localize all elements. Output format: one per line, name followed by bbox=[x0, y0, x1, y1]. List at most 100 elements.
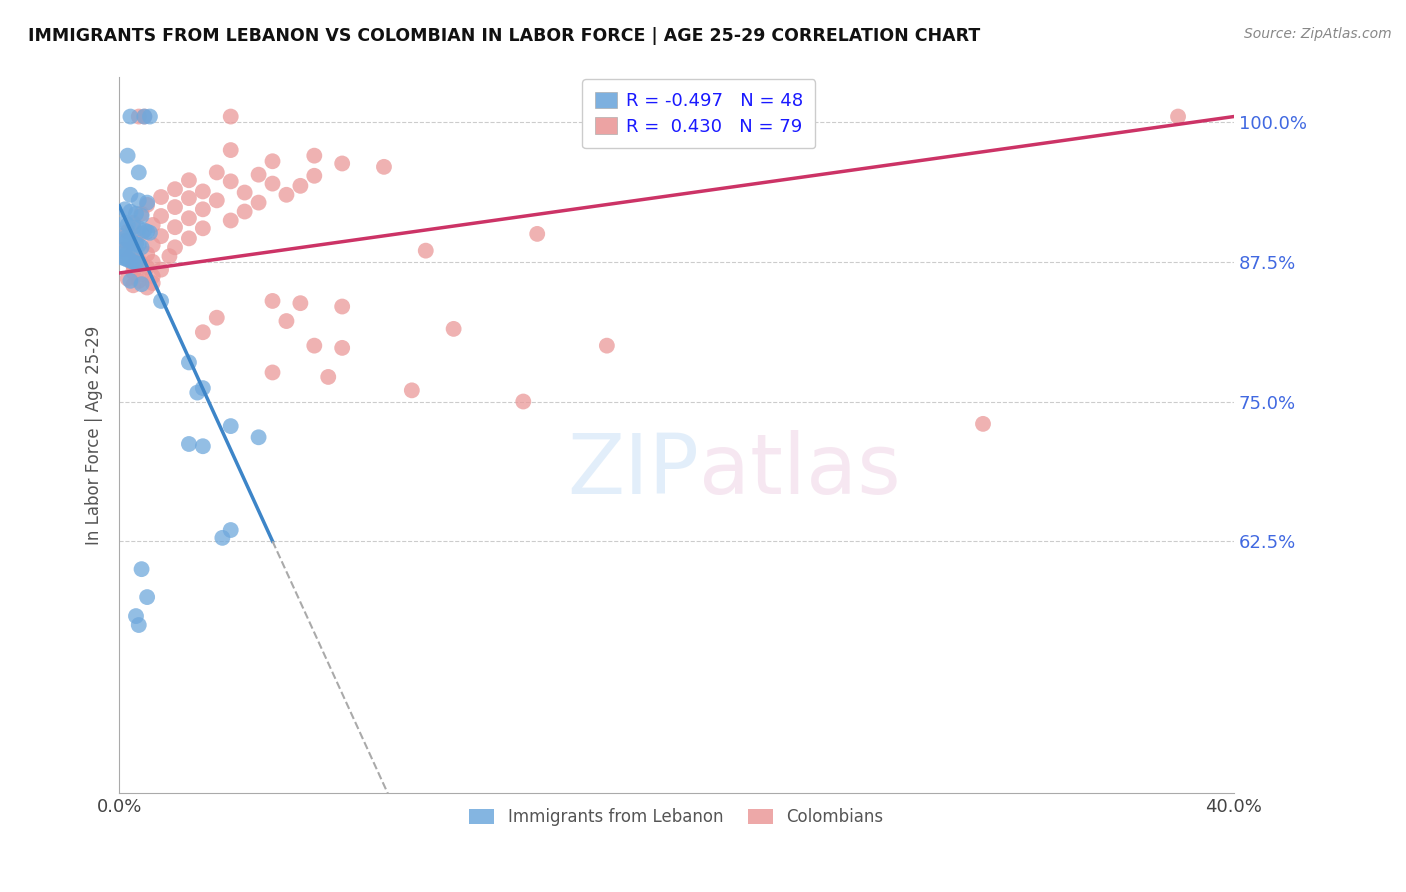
Point bbox=[191, 202, 214, 217]
Point bbox=[512, 394, 534, 409]
Text: atlas: atlas bbox=[699, 430, 901, 511]
Point bbox=[125, 235, 148, 250]
Point bbox=[290, 296, 312, 310]
Point bbox=[117, 218, 139, 232]
Point bbox=[177, 231, 200, 245]
Y-axis label: In Labor Force | Age 25-29: In Labor Force | Age 25-29 bbox=[86, 326, 103, 545]
Point bbox=[134, 110, 156, 124]
Point bbox=[111, 251, 134, 265]
Point bbox=[125, 207, 148, 221]
Point bbox=[128, 618, 150, 632]
Point bbox=[163, 220, 186, 235]
Point bbox=[330, 341, 353, 355]
Point bbox=[526, 227, 548, 241]
Point bbox=[205, 310, 228, 325]
Point bbox=[134, 110, 156, 124]
Point bbox=[131, 267, 153, 281]
Point bbox=[262, 293, 284, 308]
Point bbox=[1167, 110, 1189, 124]
Point bbox=[219, 174, 242, 188]
Point bbox=[150, 229, 173, 244]
Point bbox=[125, 236, 148, 251]
Point bbox=[128, 257, 150, 271]
Point bbox=[186, 385, 208, 400]
Point bbox=[177, 173, 200, 187]
Point bbox=[159, 249, 181, 263]
Point bbox=[191, 185, 214, 199]
Point bbox=[111, 229, 134, 244]
Point bbox=[117, 225, 139, 239]
Point bbox=[177, 211, 200, 226]
Point bbox=[177, 191, 200, 205]
Point bbox=[131, 227, 153, 241]
Point bbox=[233, 186, 256, 200]
Point bbox=[122, 220, 145, 235]
Point bbox=[262, 366, 284, 380]
Point bbox=[114, 202, 136, 217]
Point bbox=[122, 278, 145, 293]
Point bbox=[120, 253, 142, 268]
Point bbox=[205, 194, 228, 208]
Point bbox=[247, 430, 270, 444]
Point bbox=[114, 234, 136, 248]
Point bbox=[136, 260, 159, 275]
Point bbox=[211, 531, 233, 545]
Point bbox=[120, 204, 142, 219]
Point bbox=[150, 262, 173, 277]
Point bbox=[142, 255, 165, 269]
Point bbox=[128, 194, 150, 208]
Point bbox=[276, 187, 298, 202]
Point bbox=[114, 252, 136, 266]
Point bbox=[117, 252, 139, 267]
Point bbox=[415, 244, 437, 258]
Point bbox=[131, 240, 153, 254]
Point bbox=[122, 265, 145, 279]
Point bbox=[131, 209, 153, 223]
Point bbox=[177, 437, 200, 451]
Point bbox=[122, 247, 145, 261]
Point bbox=[122, 216, 145, 230]
Point bbox=[191, 325, 214, 339]
Point bbox=[247, 168, 270, 182]
Point bbox=[219, 523, 242, 537]
Point bbox=[177, 355, 200, 369]
Point bbox=[122, 255, 145, 269]
Point bbox=[117, 149, 139, 163]
Point bbox=[120, 234, 142, 248]
Point bbox=[219, 213, 242, 227]
Point bbox=[163, 182, 186, 196]
Point bbox=[136, 280, 159, 294]
Point bbox=[117, 246, 139, 260]
Point bbox=[136, 195, 159, 210]
Point bbox=[163, 200, 186, 214]
Text: Source: ZipAtlas.com: Source: ZipAtlas.com bbox=[1244, 27, 1392, 41]
Text: ZIP: ZIP bbox=[567, 430, 699, 511]
Point bbox=[114, 231, 136, 245]
Point bbox=[596, 338, 619, 352]
Point bbox=[128, 238, 150, 252]
Point bbox=[120, 110, 142, 124]
Point bbox=[117, 252, 139, 266]
Text: IMMIGRANTS FROM LEBANON VS COLOMBIAN IN LABOR FORCE | AGE 25-29 CORRELATION CHAR: IMMIGRANTS FROM LEBANON VS COLOMBIAN IN … bbox=[28, 27, 980, 45]
Point bbox=[120, 274, 142, 288]
Point bbox=[122, 244, 145, 259]
Point bbox=[111, 244, 134, 258]
Point bbox=[125, 256, 148, 270]
Point bbox=[219, 143, 242, 157]
Point bbox=[972, 417, 994, 431]
Point bbox=[139, 110, 162, 124]
Point bbox=[128, 110, 150, 124]
Point bbox=[136, 225, 159, 239]
Point bbox=[114, 244, 136, 259]
Point bbox=[247, 195, 270, 210]
Point bbox=[373, 160, 395, 174]
Point bbox=[150, 209, 173, 223]
Point bbox=[136, 590, 159, 604]
Point bbox=[142, 218, 165, 232]
Point bbox=[443, 322, 465, 336]
Point bbox=[150, 190, 173, 204]
Point bbox=[142, 276, 165, 290]
Point bbox=[304, 149, 326, 163]
Point bbox=[163, 240, 186, 254]
Point bbox=[134, 223, 156, 237]
